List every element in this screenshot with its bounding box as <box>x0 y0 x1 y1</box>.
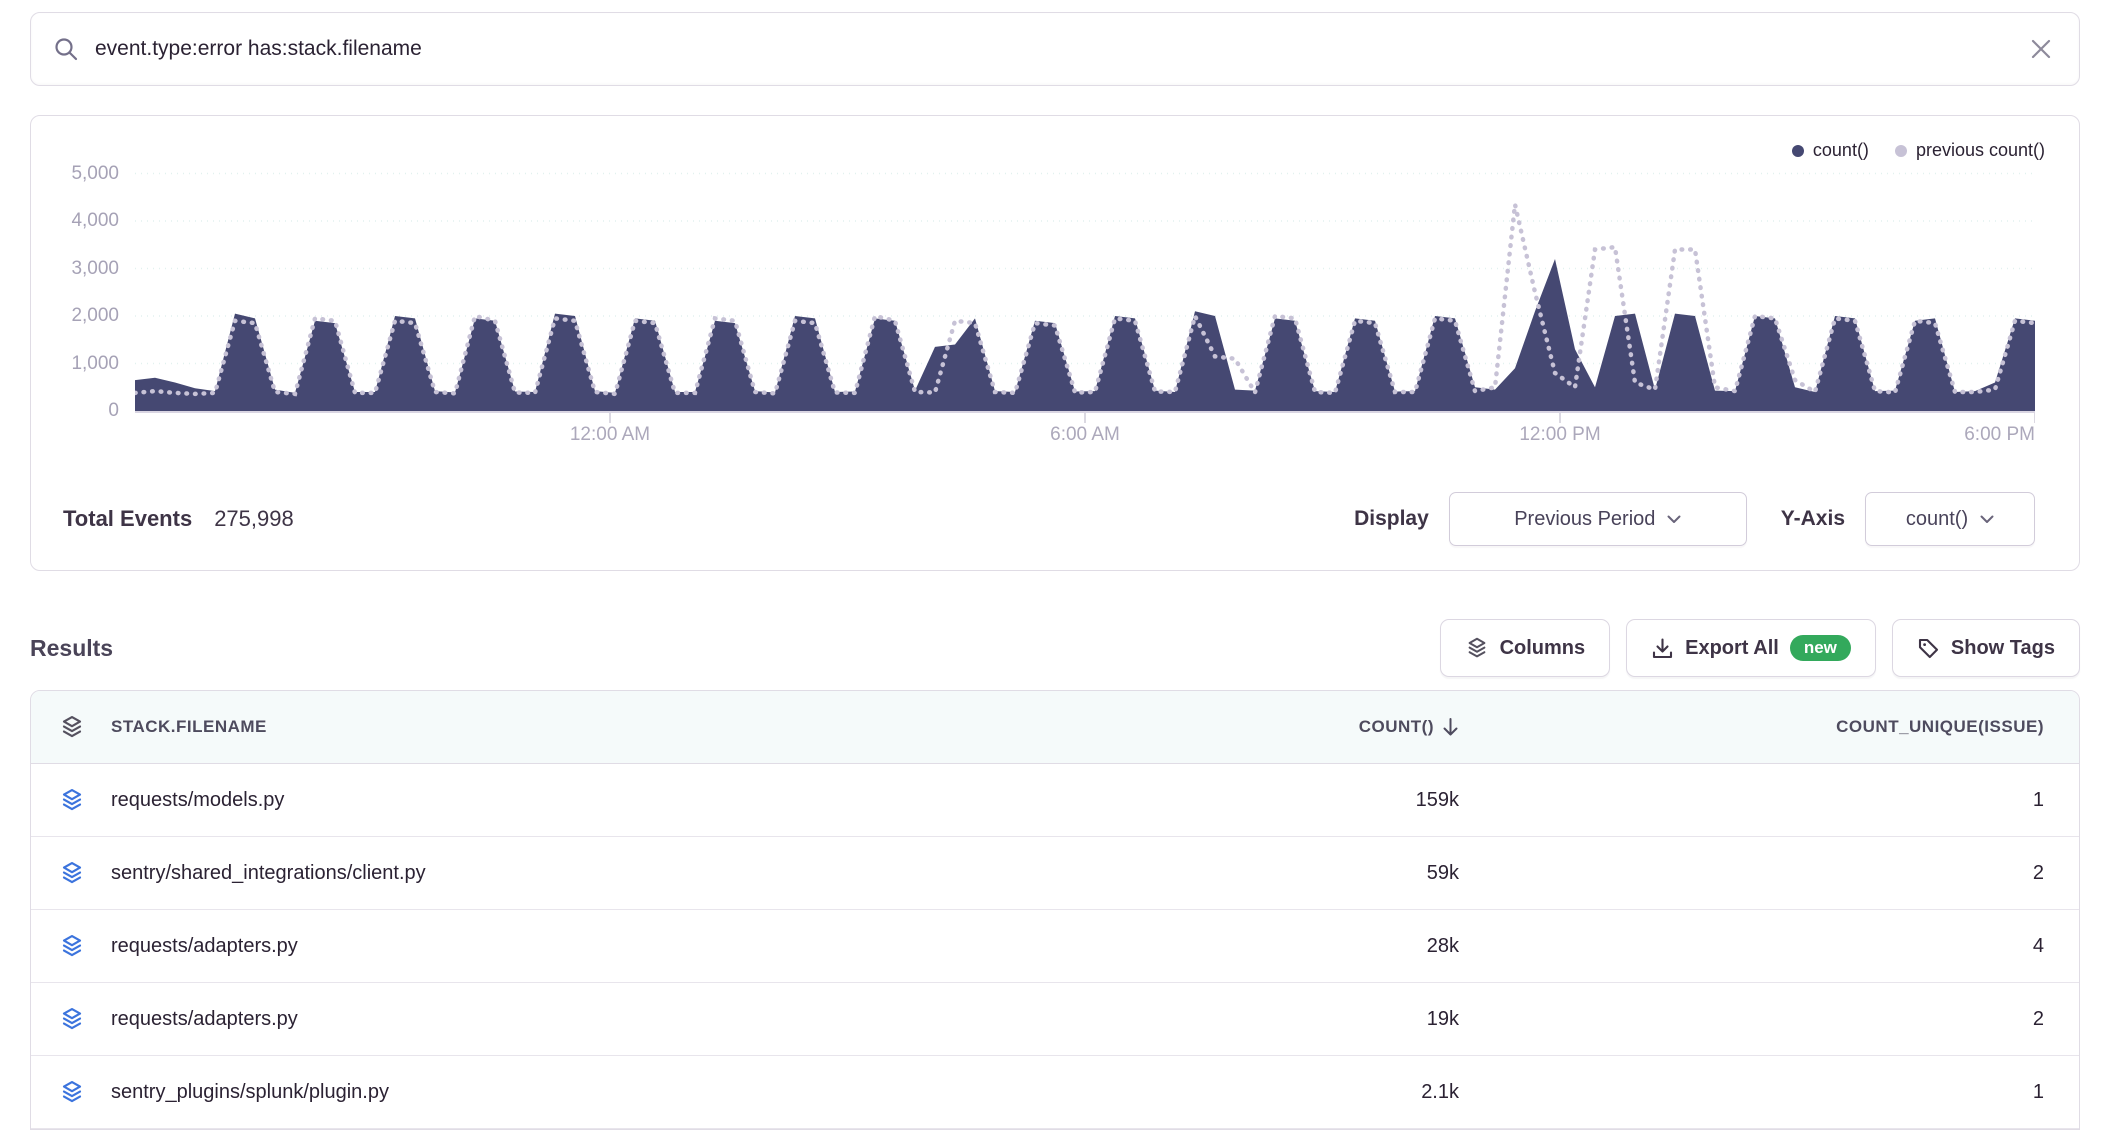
layers-icon <box>59 860 85 886</box>
yaxis-dropdown[interactable]: count() <box>1865 492 2035 546</box>
count-unique-cell[interactable]: 4 <box>2032 934 2044 957</box>
search-bar[interactable] <box>30 12 2080 86</box>
layers-icon <box>59 933 85 959</box>
x-axis-tick-label: 12:00 AM <box>569 424 651 445</box>
legend-item-count[interactable]: count() <box>1791 140 1869 161</box>
layers-icon <box>59 714 85 740</box>
table-row[interactable]: requests/adapters.py 19k 2 <box>31 983 2079 1056</box>
tag-icon <box>1917 637 1940 660</box>
show-tags-button-label: Show Tags <box>1950 636 2055 659</box>
columns-button[interactable]: Columns <box>1439 619 1611 677</box>
stack-filename-cell[interactable]: requests/adapters.py <box>111 1007 298 1030</box>
display-label: Display <box>1354 507 1429 530</box>
count-cell[interactable]: 59k <box>1426 861 1459 884</box>
layers-icon <box>1465 636 1489 660</box>
stack-filename-cell[interactable]: sentry_plugins/splunk/plugin.py <box>111 1080 389 1103</box>
table-row[interactable]: sentry_plugins/splunk/plugin.py 2.1k 1 <box>31 1056 2079 1129</box>
yaxis-dropdown-value: count() <box>1905 507 1969 530</box>
column-label: STACK.FILENAME <box>111 717 267 736</box>
column-header-stack-filename[interactable]: STACK.FILENAME <box>31 714 1154 740</box>
count-unique-cell[interactable]: 2 <box>2032 1007 2044 1030</box>
previous-count-series-marker <box>1894 144 1907 157</box>
y-axis-tick-label: 5,000 <box>71 162 119 184</box>
results-table: STACK.FILENAME COUNT() COUNT_UNIQUE(ISSU… <box>30 690 2080 1130</box>
count-cell[interactable]: 28k <box>1426 934 1459 957</box>
yaxis-label: Y-Axis <box>1780 507 1845 530</box>
results-title: Results <box>30 634 114 661</box>
results-header: Results Columns Export All new <box>30 618 2080 678</box>
chart-legend: count() previous count() <box>1791 140 2045 161</box>
column-header-count-unique-issue[interactable]: COUNT_UNIQUE(ISSUE) <box>1494 717 2079 737</box>
total-events-label: Total Events <box>63 506 193 531</box>
count-unique-cell[interactable]: 1 <box>2032 788 2044 811</box>
layers-icon <box>59 1079 85 1105</box>
table-row[interactable]: sentry/shared_integrations/client.py 59k… <box>31 837 2079 910</box>
column-label: COUNT() <box>1358 717 1434 736</box>
clear-search-icon[interactable] <box>2029 37 2053 61</box>
search-input[interactable] <box>95 37 2029 61</box>
layers-icon <box>59 1006 85 1032</box>
display-dropdown[interactable]: Previous Period <box>1448 492 1747 546</box>
export-all-button[interactable]: Export All new <box>1626 619 1876 677</box>
total-events-value: 275,998 <box>214 506 294 531</box>
show-tags-button[interactable]: Show Tags <box>1891 619 2080 677</box>
x-axis-tick-label: 6:00 PM <box>1964 424 2035 445</box>
table-row[interactable]: requests/adapters.py 28k 4 <box>31 910 2079 983</box>
columns-button-label: Columns <box>1499 636 1586 659</box>
legend-item-previous-count[interactable]: previous count() <box>1894 140 2045 161</box>
events-area-chart[interactable] <box>135 146 2035 428</box>
legend-label: count() <box>1812 140 1869 160</box>
chevron-down-icon <box>1667 515 1681 523</box>
count-unique-cell[interactable]: 2 <box>2032 861 2044 884</box>
y-axis-tick-label: 2,000 <box>71 305 119 326</box>
x-axis-tick-label: 6:00 AM <box>1050 424 1120 445</box>
y-axis-tick-label: 1,000 <box>71 352 119 374</box>
count-unique-cell[interactable]: 1 <box>2032 1080 2044 1103</box>
y-axis-tick-label: 3,000 <box>71 257 119 279</box>
search-icon <box>53 36 79 62</box>
count-cell[interactable]: 19k <box>1426 1007 1459 1030</box>
export-all-button-label: Export All <box>1685 636 1779 659</box>
y-axis-tick-label: 4,000 <box>71 210 119 231</box>
count-cell[interactable]: 2.1k <box>1421 1080 1459 1103</box>
chevron-down-icon <box>1980 515 1994 523</box>
stack-filename-cell[interactable]: requests/models.py <box>111 788 285 811</box>
events-chart-panel: count() previous count() 0 1,000 2,000 3,00… <box>30 115 2080 571</box>
table-header-row: STACK.FILENAME COUNT() COUNT_UNIQUE(ISSU… <box>31 691 2079 764</box>
y-axis-tick-label: 0 <box>108 400 119 421</box>
column-header-count[interactable]: COUNT() <box>1154 717 1494 737</box>
layers-icon <box>59 787 85 813</box>
legend-label: previous count() <box>1915 140 2045 160</box>
stack-filename-cell[interactable]: requests/adapters.py <box>111 934 298 957</box>
chart-footer: Total Events 275,998 Display Previous Pe… <box>31 474 2079 570</box>
table-row[interactable]: requests/models.py 159k 1 <box>31 764 2079 837</box>
sort-desc-icon <box>1443 718 1458 736</box>
table-body: requests/models.py 159k 1 sentry/shared_… <box>31 764 2079 1129</box>
column-label: COUNT_UNIQUE(ISSUE) <box>1836 717 2044 736</box>
download-icon <box>1651 637 1674 660</box>
stack-filename-cell[interactable]: sentry/shared_integrations/client.py <box>111 861 426 884</box>
x-axis-tick-label: 12:00 PM <box>1519 424 1601 445</box>
count-series-marker <box>1791 144 1804 157</box>
new-badge: new <box>1789 635 1851 661</box>
total-events: Total Events 275,998 <box>63 506 294 532</box>
display-dropdown-value: Previous Period <box>1514 507 1656 530</box>
count-cell[interactable]: 159k <box>1415 788 1459 811</box>
